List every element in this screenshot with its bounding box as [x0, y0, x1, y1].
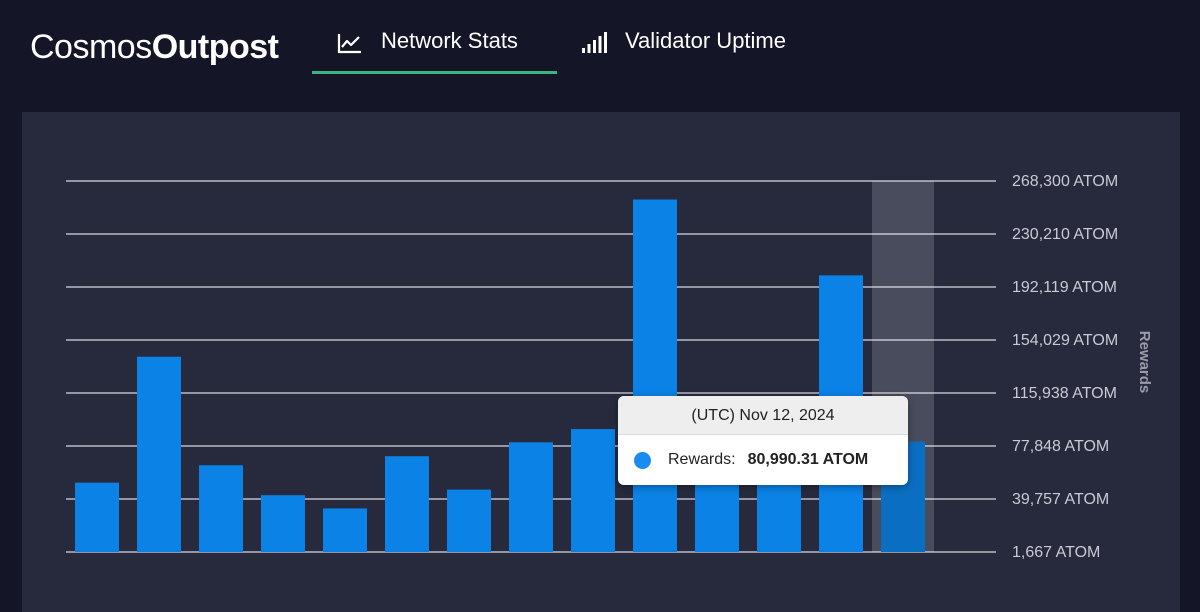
tab-validator-uptime-label: Validator Uptime	[625, 28, 786, 53]
active-tab-indicator	[312, 71, 557, 74]
y-tick-label: 230,210 ATOM	[1012, 226, 1118, 243]
brand-name-bold: Outpost	[151, 28, 279, 66]
rewards-bar[interactable]	[509, 442, 553, 552]
y-tick-label: 1,667 ATOM	[1012, 544, 1100, 561]
brand-name-light: Cosmos	[30, 28, 152, 66]
rewards-bar[interactable]	[447, 489, 491, 552]
rewards-bar[interactable]	[385, 456, 429, 552]
series-color-dot	[634, 451, 651, 469]
tooltip-row: Rewards: 80,990.31 ATOM	[618, 435, 908, 485]
brand-logo[interactable]: CosmosOutpost	[30, 28, 279, 67]
line-chart-icon	[337, 34, 361, 54]
rewards-bar[interactable]	[323, 508, 367, 552]
y-tick-label: 77,848 ATOM	[1012, 438, 1109, 455]
y-axis-title: Rewards	[1136, 331, 1153, 394]
rewards-bar[interactable]	[75, 482, 119, 552]
rewards-bar[interactable]	[137, 356, 181, 552]
chart-tooltip: (UTC) Nov 12, 2024 Rewards: 80,990.31 AT…	[618, 396, 908, 485]
tab-network-stats[interactable]: Network Stats	[337, 28, 518, 74]
y-tick-label: 192,119 ATOM	[1012, 279, 1117, 296]
y-tick-label: 268,300 ATOM	[1012, 173, 1118, 190]
top-navigation: CosmosOutpost Network Stats Validator Up…	[0, 0, 1200, 100]
rewards-bar[interactable]	[199, 465, 243, 552]
tooltip-date: (UTC) Nov 12, 2024	[618, 396, 908, 435]
tab-validator-uptime[interactable]: Validator Uptime	[581, 28, 786, 74]
rewards-bar[interactable]	[633, 199, 677, 552]
y-tick-label: 115,938 ATOM	[1012, 385, 1117, 402]
tab-network-stats-label: Network Stats	[381, 28, 518, 53]
tooltip-series-label: Rewards:	[668, 451, 736, 468]
signal-bars-icon	[582, 32, 607, 53]
y-tick-label: 154,029 ATOM	[1012, 332, 1118, 349]
rewards-bar[interactable]	[261, 495, 305, 552]
tooltip-value: 80,990.31 ATOM	[747, 451, 869, 468]
y-tick-label: 39,757 ATOM	[1012, 491, 1109, 508]
rewards-bar[interactable]	[571, 429, 615, 552]
